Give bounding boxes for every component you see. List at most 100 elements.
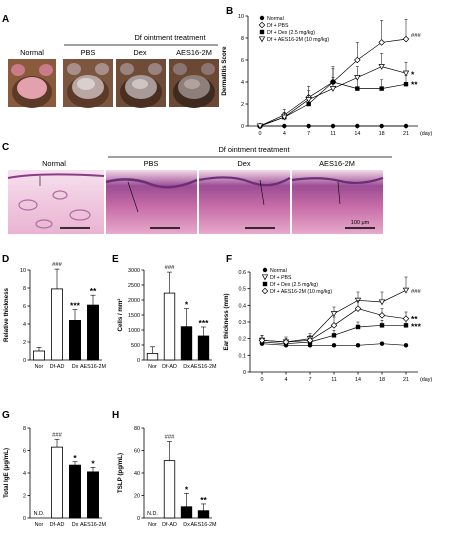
x-tick-label: Nor (148, 364, 157, 370)
panel-letter-d: D (2, 254, 9, 265)
bar (87, 304, 99, 361)
x-tick-label: AES16-2M (190, 364, 217, 370)
data-point (331, 343, 337, 348)
panel-letter-e: E (112, 254, 119, 265)
x-tick-label: 7 (309, 377, 312, 383)
y-tick-label: 2 (241, 102, 244, 108)
x-tick-label: 11 (330, 131, 336, 137)
annotation-label: ### (52, 262, 62, 268)
annotation-label: ** (411, 314, 418, 324)
y-tick-label: 0.2 (239, 337, 247, 343)
annotation-label: * (185, 484, 189, 494)
data-point (402, 70, 410, 77)
data-point (306, 337, 314, 344)
y-axis-label: Ear thickness (mm) (223, 293, 230, 350)
data-point (402, 287, 410, 294)
data-point (378, 312, 386, 319)
y-axis-label: TSLP (pg/mL) (117, 453, 124, 493)
data-point (403, 323, 409, 328)
data-point (262, 281, 268, 287)
x-tick-label: Df-AD (50, 364, 65, 370)
y-tick-label: 0 (137, 358, 140, 364)
data-point (403, 82, 409, 87)
data-point (258, 337, 266, 344)
y-tick-label: 2500 (128, 283, 140, 289)
x-tick-label: 11 (331, 377, 337, 383)
y-tick-label: 60 (134, 449, 140, 455)
data-point (354, 56, 361, 64)
annotation-label: ### (165, 435, 175, 441)
annotation-label: *** (411, 322, 422, 332)
panel-letter-f: F (226, 254, 232, 265)
x-tick-label: Dx (183, 364, 190, 370)
x-axis-unit: (day) (420, 377, 432, 383)
legend-entry: Df + PBS (267, 23, 289, 29)
y-tick-label: 4 (23, 471, 26, 477)
data-point (305, 97, 312, 103)
x-tick-label: 4 (285, 377, 288, 383)
y-axis-label: Relative thickness (3, 287, 10, 342)
data-point (378, 64, 385, 70)
data-point (282, 123, 287, 129)
y-tick-label: 4 (241, 80, 244, 86)
annotation-label: * (73, 453, 77, 463)
y-tick-label: 20 (134, 494, 140, 500)
data-point (330, 322, 338, 329)
data-point (306, 101, 311, 107)
x-tick-label: 14 (354, 131, 360, 137)
panel-a-label-normal: Normal (20, 48, 44, 57)
annotation-label: * (411, 70, 415, 80)
data-point (378, 299, 386, 306)
panel-letter-h: H (112, 410, 119, 421)
x-tick-label: 14 (355, 377, 361, 383)
panel-c-label-normal: Normal (42, 159, 66, 168)
annotation-label: ** (200, 495, 207, 505)
y-tick-label: 0 (243, 370, 246, 376)
annotation-label: ** (411, 80, 418, 90)
x-tick-label: Df-AD (50, 522, 65, 528)
data-point (330, 311, 338, 318)
bar (197, 335, 210, 361)
x-tick-label: Dx (183, 522, 190, 528)
bar (197, 510, 210, 519)
x-tick-label: 4 (283, 131, 286, 137)
annotation-label: *** (199, 318, 210, 328)
data-point (329, 86, 337, 92)
x-tick-label: Nor (148, 522, 157, 528)
mouse-photo-aes16-2m (169, 59, 219, 108)
legend-entry: Df + AES16-2M (10 mg/kg) (267, 37, 329, 43)
x-tick-label: 0 (259, 131, 262, 137)
data-point (262, 267, 268, 273)
y-tick-label: 2 (23, 494, 26, 500)
panel-c-label-aes: AES16-2M (319, 159, 355, 168)
data-point (379, 86, 384, 91)
panel-a-label-pbs: PBS (81, 48, 96, 57)
data-point (306, 123, 311, 129)
data-point (307, 343, 313, 348)
y-tick-label: 0 (23, 516, 26, 522)
panel-d-chart: 0 2 4 6 8 10 Relative thickness Nor Df-AD ### Dx **… (3, 262, 107, 370)
bar (69, 464, 81, 519)
x-tick-label: 0 (261, 377, 264, 383)
y-tick-label: 8 (241, 36, 244, 42)
annotation-label: N.D. (147, 511, 158, 517)
panel-c-label-pbs: PBS (144, 159, 159, 168)
panel-a-label-aes: AES16-2M (176, 48, 212, 57)
data-point (354, 75, 361, 81)
panel-e-chart: 0 500 1000 1500 2000 2500 3000 Cells / mm² Nor Df… (117, 265, 217, 370)
x-tick-label: 18 (379, 377, 385, 383)
mouse-photo-pbs (63, 59, 113, 108)
data-point (331, 333, 337, 338)
histology-pbs (105, 170, 198, 234)
x-tick-label: Dx (72, 364, 79, 370)
legend-entry: Normal (267, 16, 284, 22)
data-point (282, 338, 290, 346)
annotation-label: ### (411, 33, 421, 39)
data-point (330, 123, 336, 129)
legend-entry: Normal (270, 268, 287, 274)
panel-a-group-header: Df ointment treatment (134, 33, 205, 42)
x-tick-label: 7 (307, 131, 310, 137)
y-tick-label: 0.3 (239, 320, 247, 326)
data-point (258, 21, 266, 29)
